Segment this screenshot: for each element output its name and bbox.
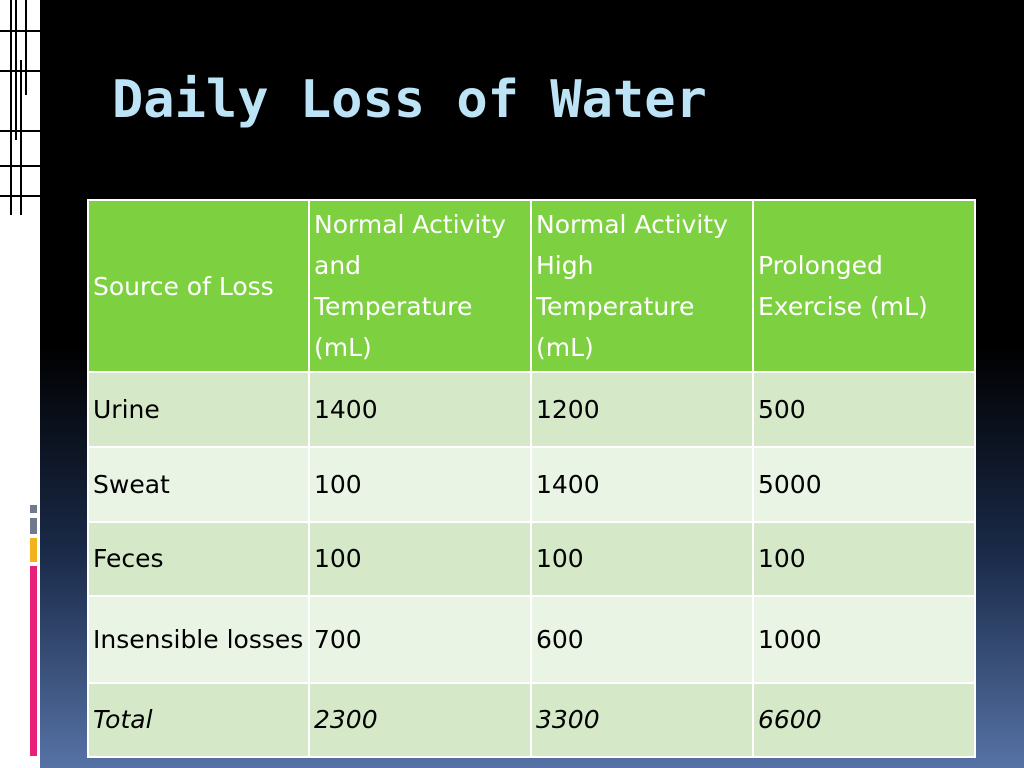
- decoration-line: [10, 0, 12, 215]
- slide-title: Daily Loss of Water: [112, 70, 707, 130]
- decoration-line: [0, 195, 40, 197]
- table-cell: 1000: [753, 596, 975, 683]
- decoration-line: [0, 165, 40, 167]
- table-cell: 100: [309, 447, 531, 522]
- table-row: Insensible losses 700 600 1000: [88, 596, 975, 683]
- column-header: Source of Loss: [88, 200, 309, 372]
- table-cell: Insensible losses: [88, 596, 309, 683]
- table-cell: 100: [309, 522, 531, 596]
- accent-bar-gold: [30, 538, 37, 562]
- table-cell: 3300: [531, 683, 753, 757]
- table-header-row: Source of Loss Normal Activity and Tempe…: [88, 200, 975, 372]
- table-cell: 700: [309, 596, 531, 683]
- decoration-line: [20, 60, 22, 215]
- decoration-line: [25, 0, 27, 95]
- table-row: Urine 1400 1200 500: [88, 372, 975, 447]
- column-header: Normal Activity High Temperature (mL): [531, 200, 753, 372]
- table-cell: 6600: [753, 683, 975, 757]
- decoration-line: [0, 130, 40, 132]
- left-decoration-strip: [0, 0, 40, 768]
- table-cell: 1400: [309, 372, 531, 447]
- table-cell: 600: [531, 596, 753, 683]
- accent-bar-gray: [30, 505, 37, 513]
- table-cell: Urine: [88, 372, 309, 447]
- water-loss-table: Source of Loss Normal Activity and Tempe…: [87, 199, 976, 758]
- table-cell: Total: [88, 683, 309, 757]
- table-cell: Feces: [88, 522, 309, 596]
- table-cell: Sweat: [88, 447, 309, 522]
- accent-bar-magenta: [30, 566, 37, 756]
- decoration-line: [0, 30, 40, 32]
- table-cell: 100: [753, 522, 975, 596]
- table-cell: 2300: [309, 683, 531, 757]
- table-row: Feces 100 100 100: [88, 522, 975, 596]
- table-cell: 1400: [531, 447, 753, 522]
- table-row-total: Total 2300 3300 6600: [88, 683, 975, 757]
- table-cell: 1200: [531, 372, 753, 447]
- column-header: Prolonged Exercise (mL): [753, 200, 975, 372]
- decoration-line: [0, 70, 40, 72]
- table-cell: 5000: [753, 447, 975, 522]
- column-header: Normal Activity and Temperature (mL): [309, 200, 531, 372]
- table-cell: 500: [753, 372, 975, 447]
- table-cell: 100: [531, 522, 753, 596]
- table-row: Sweat 100 1400 5000: [88, 447, 975, 522]
- accent-bar-gray: [30, 518, 37, 534]
